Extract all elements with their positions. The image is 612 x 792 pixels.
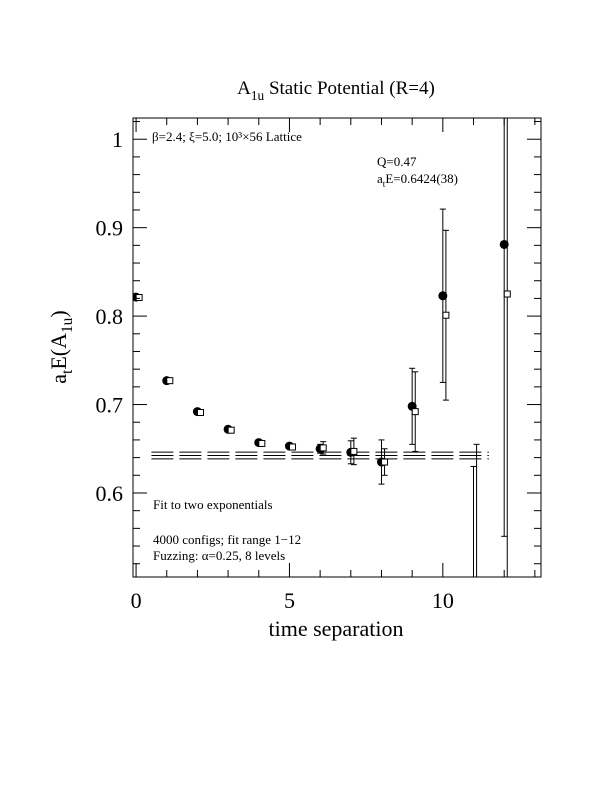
plot-area [133, 118, 511, 630]
data-point [258, 439, 266, 447]
y-tick-label: 1 [112, 127, 123, 152]
x-axis-label: time separation [268, 616, 403, 641]
title-part: A [237, 78, 251, 99]
data-point [438, 291, 448, 301]
data-point [411, 408, 419, 416]
annotation: Fuzzing: α=0.25, 8 levels [153, 548, 285, 563]
label-part: E(A [46, 333, 71, 370]
annotation-part: E=0.6424(38) [385, 171, 458, 186]
x-tick-label: 10 [432, 588, 454, 613]
chart-title: A1u Static Potential (R=4) [237, 78, 435, 103]
annotation: Fit to two exponentials [153, 497, 273, 512]
data-point [196, 409, 204, 417]
y-tick-label: 0.8 [96, 304, 124, 329]
annotation: β=2.4; ξ=5.0; 10³×56 Lattice [152, 129, 302, 144]
data-point [319, 444, 327, 452]
y-tick-label: 0.9 [96, 216, 124, 241]
y-tick-label: 0.7 [96, 393, 124, 418]
data-point [381, 458, 389, 466]
data-point [289, 443, 297, 451]
x-tick-label: 0 [131, 588, 142, 613]
annotation-part: t [383, 179, 386, 189]
data-point [503, 290, 511, 298]
title-part: 1u [251, 88, 265, 103]
data-point [499, 239, 509, 249]
x-tick-label: 5 [284, 588, 295, 613]
data-point [166, 377, 174, 385]
annotation: atE=0.6424(38) [377, 171, 458, 189]
y-axis-label: atE(A1u) [46, 310, 76, 383]
label-part: 1u [59, 317, 76, 333]
y-tick-label: 0.6 [96, 481, 124, 506]
annotation: 4000 configs; fit range 1−12 [153, 532, 301, 547]
data-point [474, 596, 480, 602]
data-point [350, 447, 358, 455]
data-point [442, 311, 450, 319]
plot-frame [132, 117, 542, 578]
data-point [469, 621, 478, 630]
title-part: Static Potential (R=4) [264, 78, 435, 99]
annotation-part: a [377, 171, 383, 186]
label-part: ) [46, 310, 71, 317]
data-point [135, 294, 143, 302]
label-part: t [59, 369, 76, 374]
annotation: Q=0.47 [377, 154, 417, 169]
label-part: a [46, 374, 71, 384]
data-point [227, 426, 235, 434]
